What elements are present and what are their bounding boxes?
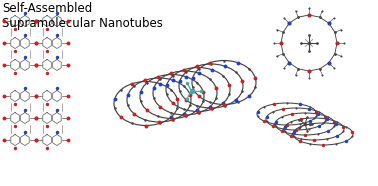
Text: Self-Assembled
Supramolecular Nanotubes: Self-Assembled Supramolecular Nanotubes xyxy=(2,2,163,30)
